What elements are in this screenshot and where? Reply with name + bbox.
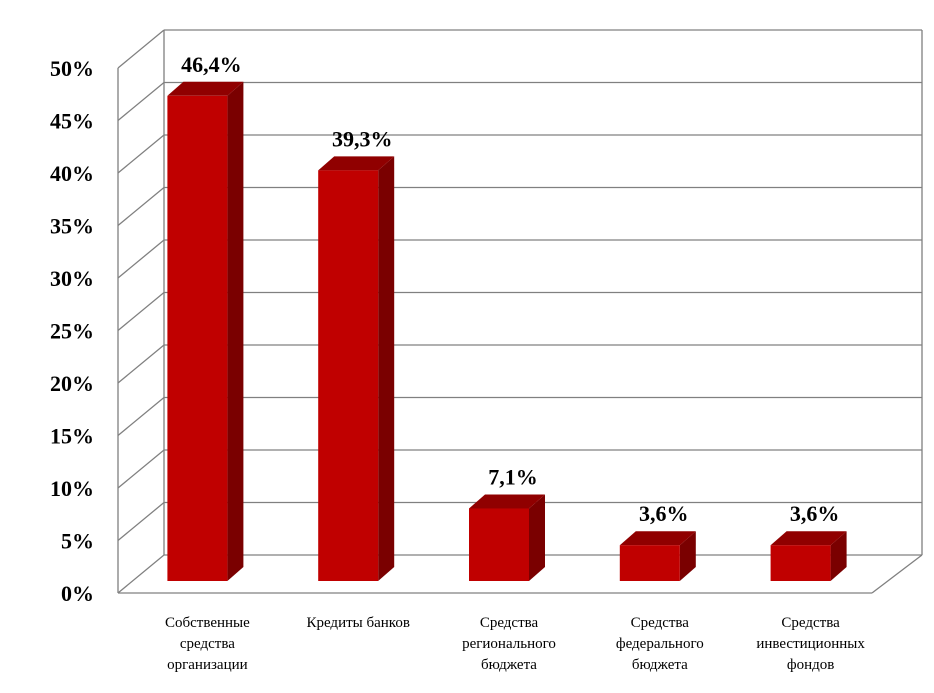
category-label-line: фондов	[787, 657, 834, 673]
category-label: Средства регионального бюджета	[462, 615, 556, 673]
y-axis-tick-labels: 0% 5% 10% 15% 20% 25% 30% 35% 40% 45% 50%	[50, 56, 94, 606]
data-label: 3,6%	[639, 501, 689, 526]
bar-top	[167, 81, 244, 96]
bar-side	[378, 156, 395, 581]
y-tick-label: 0%	[61, 581, 94, 606]
category-label-line: Средства	[631, 615, 690, 631]
bar-side	[227, 81, 244, 582]
bar	[318, 156, 395, 581]
bar	[469, 494, 545, 581]
bar	[619, 531, 696, 581]
category-label: Собственные средства организации	[165, 615, 250, 673]
category-label: Средства инвестиционных фондов	[756, 615, 865, 673]
y-tick-label: 20%	[50, 371, 94, 396]
bar-front	[770, 545, 831, 581]
bar-front	[619, 545, 680, 581]
y-tick-label: 50%	[50, 56, 94, 81]
data-label: 46,4%	[181, 52, 242, 77]
bar-side	[529, 494, 545, 581]
category-label-line: средства	[180, 636, 235, 652]
category-label-line: организации	[167, 657, 248, 673]
data-label: 39,3%	[332, 126, 393, 151]
grid-layer	[117, 29, 923, 594]
data-label: 7,1%	[488, 464, 538, 489]
y-tick-label: 30%	[50, 266, 94, 291]
y-tick-label: 45%	[50, 109, 94, 134]
data-labels: 46,4% 39,3% 7,1% 3,6% 3,6%	[181, 52, 839, 526]
bar-side	[830, 531, 847, 581]
y-tick-label: 35%	[50, 214, 94, 239]
data-label: 3,6%	[790, 501, 840, 526]
category-label-line: Кредиты банков	[306, 615, 409, 631]
y-tick-label: 5%	[61, 529, 94, 554]
bar	[167, 81, 244, 582]
bar-front	[469, 508, 529, 581]
bar-side	[679, 531, 696, 581]
bars	[167, 81, 847, 582]
bar-front	[167, 95, 228, 582]
category-label-line: Собственные	[165, 615, 250, 631]
category-label: Средства федерального бюджета	[616, 615, 704, 673]
category-label-line: инвестиционных	[756, 636, 865, 652]
category-label-line: регионального	[462, 636, 556, 652]
bar-top	[619, 531, 696, 546]
category-label-line: Средства	[781, 615, 840, 631]
y-tick-label: 15%	[50, 424, 94, 449]
category-label-line: федерального	[616, 636, 704, 652]
category-label-line: Средства	[480, 615, 539, 631]
bar-front	[318, 170, 379, 581]
y-tick-label: 40%	[50, 161, 94, 186]
x-axis-category-labels: Собственные средства организации Кредиты ба…	[165, 615, 865, 673]
y-tick-label: 25%	[50, 319, 94, 344]
category-label-line: бюджета	[481, 657, 537, 673]
bar-top	[318, 156, 395, 171]
bar	[770, 531, 847, 581]
category-label-line: бюджета	[632, 657, 688, 673]
category-label: Кредиты банков	[306, 615, 409, 631]
y-tick-label: 10%	[50, 476, 94, 501]
bar-top	[770, 531, 847, 546]
bar-top	[469, 494, 545, 509]
